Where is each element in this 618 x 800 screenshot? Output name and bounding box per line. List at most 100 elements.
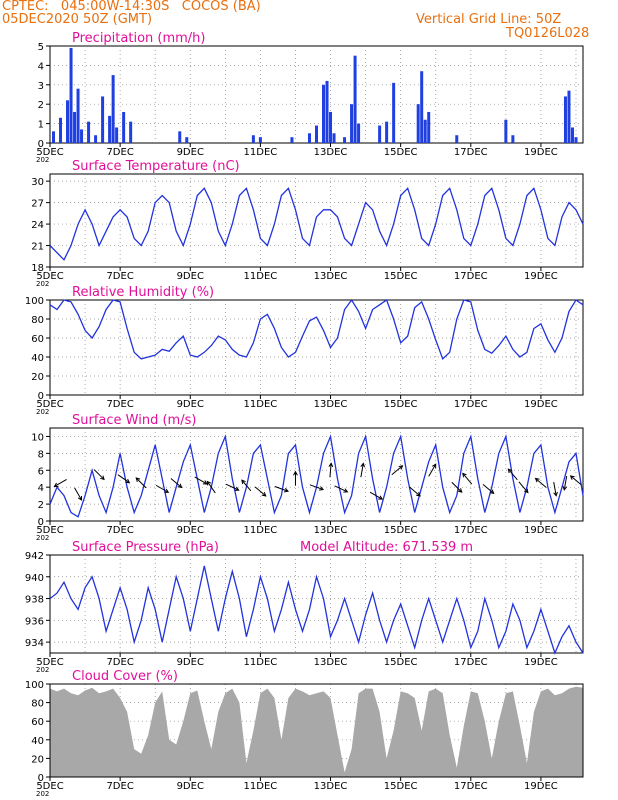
wind-arrow-head bbox=[164, 488, 170, 493]
precip-bar bbox=[307, 133, 311, 143]
wind-arrow-head bbox=[100, 475, 105, 481]
wind-arrow-shaft bbox=[409, 486, 421, 497]
wind-arrow-head bbox=[77, 495, 83, 501]
wind-arrow bbox=[518, 481, 529, 494]
precip-bar bbox=[111, 75, 115, 143]
wind-arrow-head bbox=[360, 462, 366, 468]
press-xtick-label: 15DEC bbox=[384, 657, 418, 668]
rh-ytick-label: 0 bbox=[38, 391, 44, 402]
wind-arrow bbox=[309, 484, 325, 491]
wind-arrow bbox=[225, 483, 240, 491]
rh-xtick-label: 11DEC bbox=[244, 399, 278, 410]
precip-bar bbox=[122, 111, 126, 143]
precip-title: Precipitation (mm/h) bbox=[72, 31, 205, 46]
temp-year-label: 202 bbox=[36, 280, 49, 288]
wind-arrow-head bbox=[534, 477, 540, 483]
rh-xtick-label: 19DEC bbox=[524, 399, 558, 410]
wind-arrow-head bbox=[177, 483, 183, 489]
precip-xtick-label: 7DEC bbox=[106, 147, 133, 158]
precip-bar bbox=[52, 131, 56, 143]
wind-arrow-shaft bbox=[206, 481, 216, 494]
cloud-xtick-label: 19DEC bbox=[524, 781, 558, 792]
wind-arrow-head bbox=[398, 465, 404, 470]
wind-arrow bbox=[553, 481, 558, 497]
wind-arrow bbox=[409, 486, 421, 497]
wind-xtick-label: 15DEC bbox=[384, 525, 418, 536]
precip-ytick-label: 2 bbox=[38, 100, 44, 111]
wind-arrow-head bbox=[523, 488, 529, 494]
precip-bar bbox=[427, 111, 431, 143]
rh-xtick-label: 17DEC bbox=[454, 399, 488, 410]
wind-arrow bbox=[569, 475, 582, 486]
precip-bar bbox=[178, 131, 182, 143]
wind-arrow bbox=[428, 463, 437, 477]
press-xtick-label: 17DEC bbox=[454, 657, 488, 668]
wind-arrow-head bbox=[202, 480, 208, 485]
wind-arrow bbox=[274, 486, 289, 493]
temp-ytick-label: 24 bbox=[31, 220, 44, 231]
rh-frame bbox=[49, 299, 584, 396]
wind-arrow-shaft bbox=[117, 474, 130, 484]
wind-arrow-shaft bbox=[553, 481, 557, 496]
precip-xtick-label: 19DEC bbox=[524, 147, 558, 158]
panel-rh: 0 20 40 60 80 100 5DEC 7DEC 9DEC 11DEC 13DEC 15DEC 1… bbox=[25, 285, 584, 416]
temp-xtick-label: 13DEC bbox=[314, 271, 348, 282]
wind-arrow-head bbox=[328, 462, 334, 468]
precip-ytick-label: 4 bbox=[38, 61, 44, 72]
wind-arrow-shaft bbox=[428, 463, 437, 477]
wind-arrow bbox=[53, 479, 67, 487]
wind-xtick-label: 9DEC bbox=[177, 525, 204, 536]
wind-xtick-label: 5DEC bbox=[36, 525, 63, 536]
wind-arrow-head bbox=[416, 492, 421, 497]
precip-bar bbox=[511, 135, 515, 143]
press-year-label: 202 bbox=[36, 666, 49, 674]
wind-arrow-shaft bbox=[518, 481, 529, 493]
press-title: Surface Pressure (hPa) bbox=[72, 540, 219, 555]
cloud-xtick-label: 15DEC bbox=[384, 781, 418, 792]
wind-arrow-shaft bbox=[535, 478, 547, 488]
wind-arrow-shaft bbox=[451, 481, 463, 493]
press-xtick-label: 5DEC bbox=[36, 657, 63, 668]
temp-ytick-label: 30 bbox=[31, 177, 44, 188]
press-series-line bbox=[49, 565, 584, 655]
wind-arrow bbox=[462, 472, 473, 485]
wind-arrow-shaft bbox=[309, 484, 324, 491]
wind-arrow-shaft bbox=[360, 463, 364, 478]
precip-bar bbox=[315, 125, 318, 143]
rh-xtick-label: 15DEC bbox=[384, 399, 418, 410]
precip-bar bbox=[322, 84, 326, 143]
precip-year-label: 202 bbox=[36, 156, 49, 164]
cloud-xtick-label: 17DEC bbox=[454, 781, 488, 792]
wind-arrow-head bbox=[206, 480, 212, 486]
precip-bar bbox=[423, 119, 427, 143]
temp-ytick-label: 18 bbox=[31, 263, 44, 274]
wind-arrow-shaft bbox=[93, 469, 105, 480]
wind-arrow-shaft bbox=[563, 475, 568, 490]
wind-arrow-shaft bbox=[391, 465, 403, 476]
precip-bar bbox=[258, 137, 262, 143]
wind-xtick-label: 13DEC bbox=[314, 525, 348, 536]
panel-wind: 0 2 4 6 8 10 5DEC 7DEC 9DEC 11DEC 13DEC 15DEC 17DEC 1… bbox=[31, 413, 584, 542]
precip-bar bbox=[87, 121, 91, 143]
precip-ytick-label: 1 bbox=[38, 120, 44, 131]
wind-arrow-head bbox=[507, 468, 513, 474]
temp-frame bbox=[49, 173, 584, 268]
precip-ytick-label: 0 bbox=[38, 139, 44, 150]
wind-arrow-shaft bbox=[170, 478, 182, 488]
precip-bar bbox=[504, 119, 508, 143]
wind-arrow bbox=[293, 470, 298, 486]
wind-arrow-shaft bbox=[135, 477, 147, 489]
wind-arrow-shaft bbox=[334, 485, 348, 493]
cloud-ytick-label: 40 bbox=[31, 736, 44, 747]
temp-xtick-label: 19DEC bbox=[524, 271, 558, 282]
wind-arrow bbox=[328, 462, 334, 478]
wind-arrow-shaft bbox=[274, 486, 289, 492]
temp-xtick-label: 9DEC bbox=[177, 271, 204, 282]
press-xtick-label: 11DEC bbox=[244, 657, 278, 668]
cloud-ytick-label: 80 bbox=[31, 699, 44, 710]
precip-xtick-label: 17DEC bbox=[454, 147, 488, 158]
precip-bar bbox=[59, 117, 63, 143]
wind-arrow bbox=[117, 474, 131, 484]
wind-arrow-head bbox=[489, 489, 495, 495]
